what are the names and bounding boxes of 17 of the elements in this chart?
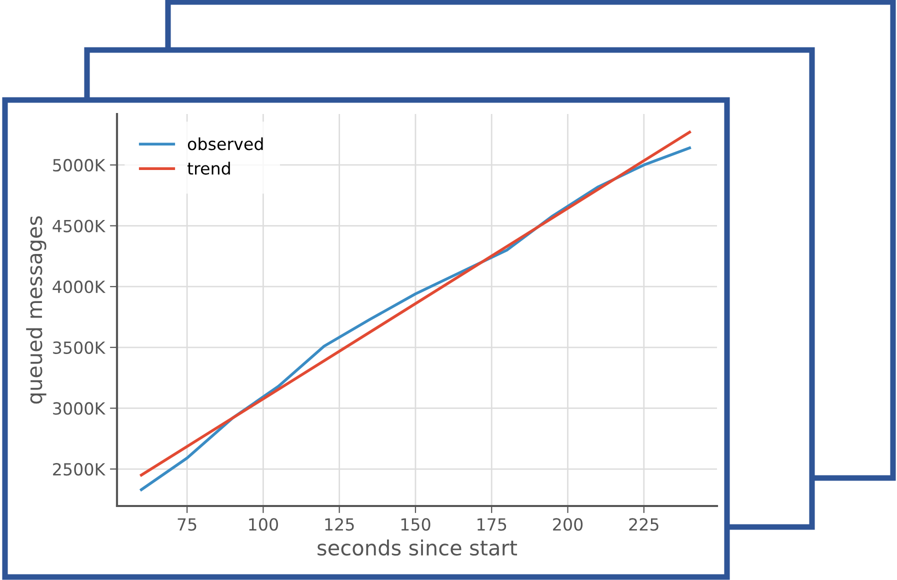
legend-label: trend (187, 162, 230, 175)
y-tick-label: 3000K (53, 402, 106, 415)
y-tick-label: 2500K (53, 462, 106, 476)
x-tick-label: 200 (553, 518, 583, 531)
x-tick-label: 175 (478, 518, 506, 531)
x-tick-label: 150 (401, 518, 430, 531)
y-tick-label: 3500K (53, 341, 106, 354)
x-tick-label: 225 (629, 518, 658, 531)
x-tick-label: 75 (178, 518, 196, 531)
x-tick-label: 100 (249, 518, 278, 531)
y-tick-label: 5000K (53, 158, 106, 172)
legend-label: observed (188, 137, 263, 150)
y-tick-label: 4500K (52, 220, 106, 232)
y-tick-label: 4000K (52, 280, 106, 294)
y-axis-title: queued messages (26, 216, 46, 404)
x-tick-label: 125 (325, 518, 354, 531)
x-axis-title: seconds since start (318, 539, 518, 556)
